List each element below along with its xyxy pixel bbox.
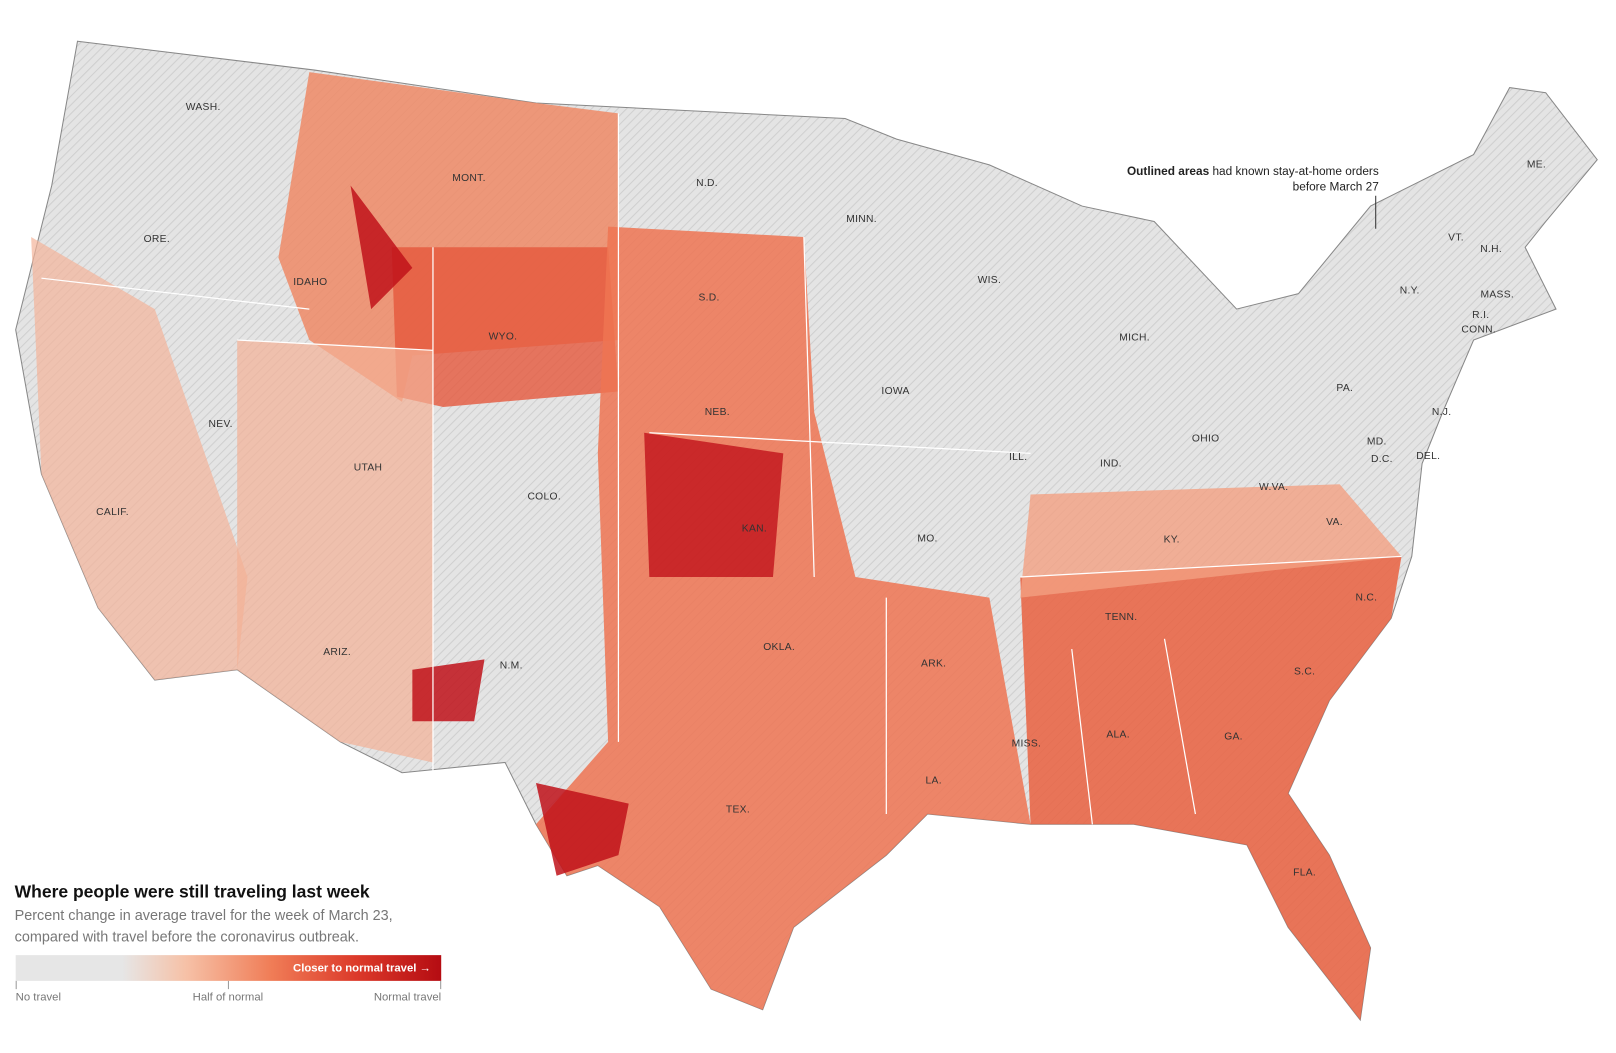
state-label: MISS. [1012,739,1042,750]
state-label: VA. [1326,517,1343,528]
legend-label: Half of normal [193,991,264,1003]
state-label: ARIZ. [323,647,351,658]
legend-title: Where people were still traveling last w… [15,881,370,901]
state-label: MASS. [1480,289,1514,300]
state-label: IOWA [881,386,909,397]
state-label: PA. [1336,383,1353,394]
state-label: VT. [1448,233,1464,244]
state-label: TEX. [726,805,750,816]
annotation-text: had known stay-at-home orders [1212,164,1378,178]
state-label: MONT. [452,173,486,184]
state-label: WYO. [489,332,518,343]
state-label: ALA. [1106,729,1130,740]
annotation-bold: Outlined areas [1127,164,1210,178]
state-label: FLA. [1293,867,1316,878]
state-label: DEL. [1416,451,1440,462]
legend-bar [15,955,442,981]
state-label: MINN. [846,214,877,225]
state-label: NEV. [209,419,233,430]
state-label: OKLA. [763,642,795,653]
state-label: ILL. [1009,452,1027,463]
legend-label: No travel [16,991,61,1003]
state-label: R.I. [1472,310,1489,321]
state-label: N.H. [1480,244,1502,255]
state-label: NEB. [705,407,730,418]
state-label: CALIF. [96,507,129,518]
state-label: N.Y. [1400,285,1420,296]
state-label: CONN. [1461,324,1496,335]
state-borders [41,113,1402,825]
state-label: MD. [1367,437,1387,448]
state-label: N.C. [1356,592,1378,603]
legend-subtitle: compared with travel before the coronavi… [15,930,359,946]
state-label: ORE. [144,234,170,245]
legend-label: Normal travel [374,991,441,1003]
state-label: MICH. [1119,333,1150,344]
annotation: Outlined areas had known stay-at-home or… [1127,164,1379,178]
state-label: IND. [1100,458,1122,469]
state-label: MO. [917,534,937,545]
state-label: IDAHO [293,277,327,288]
state-label: D.C. [1371,454,1393,465]
state-label: TENN. [1105,612,1137,623]
state-label: KY. [1164,535,1180,546]
us-land [15,40,1598,1022]
state-label: COLO. [527,491,561,502]
state-label: UTAH [354,462,383,473]
state-label: N.D. [696,178,718,189]
state-label: ME. [1527,160,1546,171]
annotation-text: before March 27 [1293,180,1379,194]
state-label: KAN. [742,523,767,534]
state-label: ARK. [921,658,946,669]
legend-subtitle: Percent change in average travel for the… [15,908,393,924]
state-label: GA. [1224,731,1243,742]
state-label: OHIO [1192,434,1220,445]
state-label: LA. [926,776,942,787]
state-label: S.C. [1294,666,1315,677]
state-label: S.D. [698,292,719,303]
state-label: WASH. [186,102,221,113]
legend-arrow-label: Closer to normal travel → [293,963,431,975]
state-label: N.M. [500,660,523,671]
state-label: W.VA. [1259,482,1288,493]
state-label: WIS. [978,275,1002,286]
state-labels: WASH. ORE. IDAHO MONT. N.D. MINN. WIS. MICH. ME.… [96,102,1546,879]
state-label: N.J. [1432,407,1452,418]
